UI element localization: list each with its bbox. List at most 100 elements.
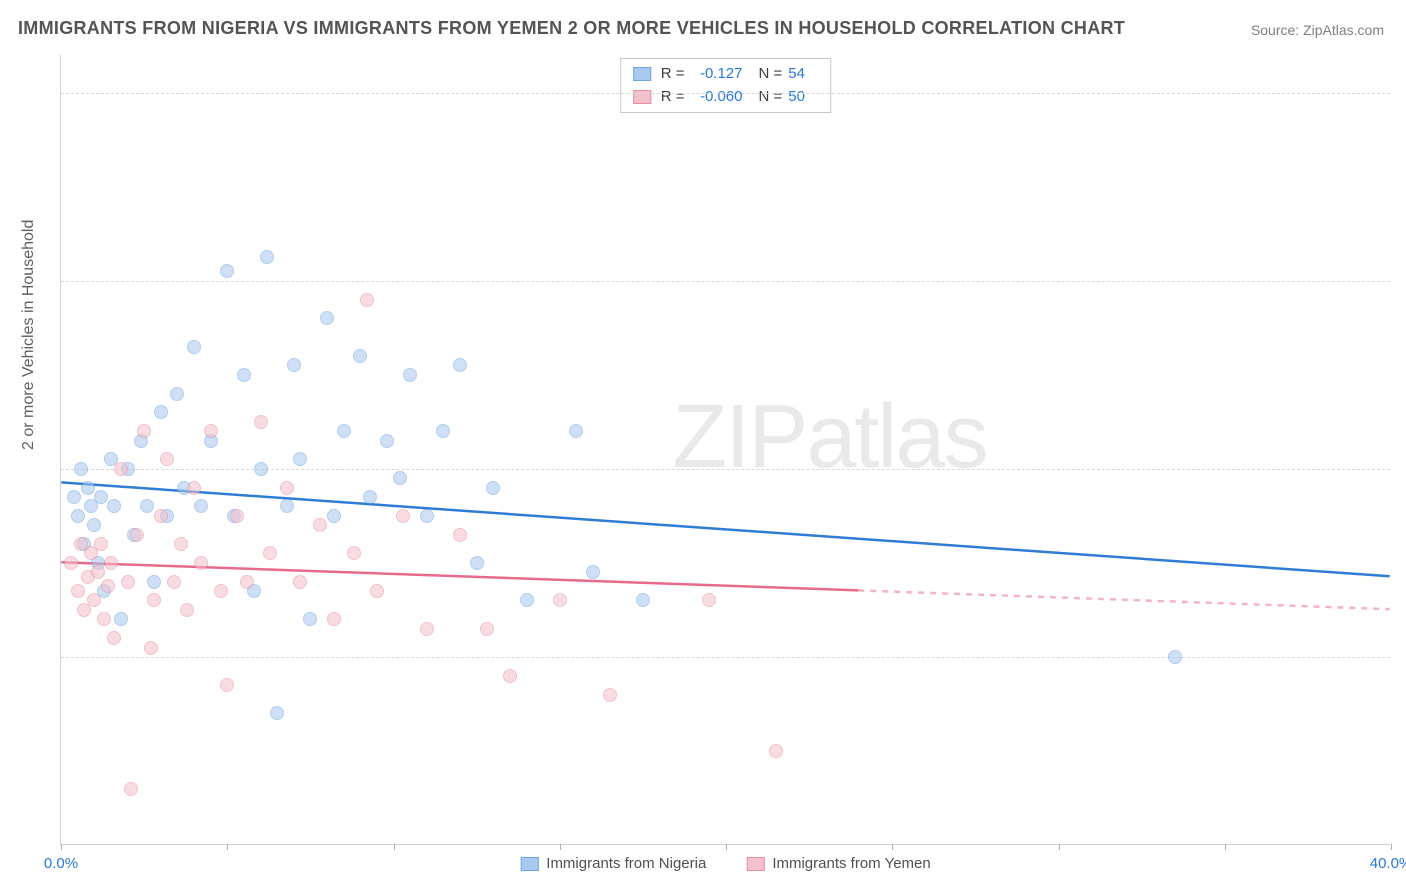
data-point	[520, 593, 534, 607]
data-point	[94, 490, 108, 504]
data-point	[237, 368, 251, 382]
y-tick-label: 60.0%	[1400, 460, 1406, 477]
x-tick	[227, 844, 228, 850]
legend-row: R =-0.127N =54	[633, 63, 819, 86]
data-point	[187, 481, 201, 495]
trend-lines	[61, 55, 1390, 844]
data-point	[420, 622, 434, 636]
data-point	[263, 546, 277, 560]
data-point	[154, 405, 168, 419]
data-point	[240, 575, 254, 589]
x-tick-label: 0.0%	[44, 855, 78, 872]
data-point	[107, 631, 121, 645]
data-point	[603, 688, 617, 702]
data-point	[160, 452, 174, 466]
data-point	[636, 593, 650, 607]
data-point	[71, 584, 85, 598]
data-point	[503, 669, 517, 683]
data-point	[194, 499, 208, 513]
data-point	[436, 424, 450, 438]
data-point	[140, 499, 154, 513]
data-point	[396, 509, 410, 523]
x-tick	[892, 844, 893, 850]
data-point	[380, 434, 394, 448]
data-point	[204, 424, 218, 438]
data-point	[702, 593, 716, 607]
data-point	[360, 293, 374, 307]
data-point	[194, 556, 208, 570]
data-point	[91, 565, 105, 579]
data-point	[453, 358, 467, 372]
y-axis-label: 2 or more Vehicles in Household	[20, 220, 38, 450]
data-point	[94, 537, 108, 551]
data-point	[363, 490, 377, 504]
data-point	[147, 575, 161, 589]
data-point	[260, 250, 274, 264]
data-point	[170, 387, 184, 401]
data-point	[121, 575, 135, 589]
data-point	[154, 509, 168, 523]
data-point	[254, 462, 268, 476]
data-point	[137, 424, 151, 438]
data-point	[370, 584, 384, 598]
y-tick-label: 40.0%	[1400, 648, 1406, 665]
data-point	[353, 349, 367, 363]
data-point	[147, 593, 161, 607]
y-tick-label: 100.0%	[1400, 84, 1406, 101]
x-tick-label: 40.0%	[1370, 855, 1406, 872]
series-legend: Immigrants from NigeriaImmigrants from Y…	[520, 855, 930, 872]
x-tick	[1225, 844, 1226, 850]
data-point	[393, 471, 407, 485]
data-point	[67, 490, 81, 504]
watermark: ZIPatlas	[672, 386, 986, 489]
x-tick	[61, 844, 62, 850]
source-label: Source: ZipAtlas.com	[1251, 22, 1384, 38]
gridline	[61, 657, 1390, 658]
correlation-legend: R =-0.127N =54R =-0.060N =50	[620, 58, 832, 113]
data-point	[280, 499, 294, 513]
data-point	[287, 358, 301, 372]
data-point	[167, 575, 181, 589]
data-point	[254, 415, 268, 429]
data-point	[480, 622, 494, 636]
data-point	[64, 556, 78, 570]
data-point	[327, 509, 341, 523]
data-point	[313, 518, 327, 532]
x-tick	[560, 844, 561, 850]
data-point	[293, 575, 307, 589]
data-point	[486, 481, 500, 495]
data-point	[87, 593, 101, 607]
legend-item: Immigrants from Nigeria	[520, 855, 706, 872]
data-point	[553, 593, 567, 607]
data-point	[327, 612, 341, 626]
data-point	[403, 368, 417, 382]
data-point	[220, 678, 234, 692]
data-point	[114, 612, 128, 626]
data-point	[74, 462, 88, 476]
data-point	[81, 481, 95, 495]
data-point	[220, 264, 234, 278]
data-point	[101, 579, 115, 593]
data-point	[104, 556, 118, 570]
data-point	[180, 603, 194, 617]
gridline	[61, 93, 1390, 94]
data-point	[1168, 650, 1182, 664]
data-point	[97, 612, 111, 626]
data-point	[174, 537, 188, 551]
data-point	[114, 462, 128, 476]
data-point	[87, 518, 101, 532]
data-point	[586, 565, 600, 579]
data-point	[214, 584, 228, 598]
data-point	[769, 744, 783, 758]
data-point	[280, 481, 294, 495]
data-point	[270, 706, 284, 720]
data-point	[124, 782, 138, 796]
data-point	[187, 340, 201, 354]
x-tick	[1391, 844, 1392, 850]
gridline	[61, 281, 1390, 282]
data-point	[293, 452, 307, 466]
data-point	[420, 509, 434, 523]
data-point	[303, 612, 317, 626]
data-point	[453, 528, 467, 542]
x-tick	[1059, 844, 1060, 850]
